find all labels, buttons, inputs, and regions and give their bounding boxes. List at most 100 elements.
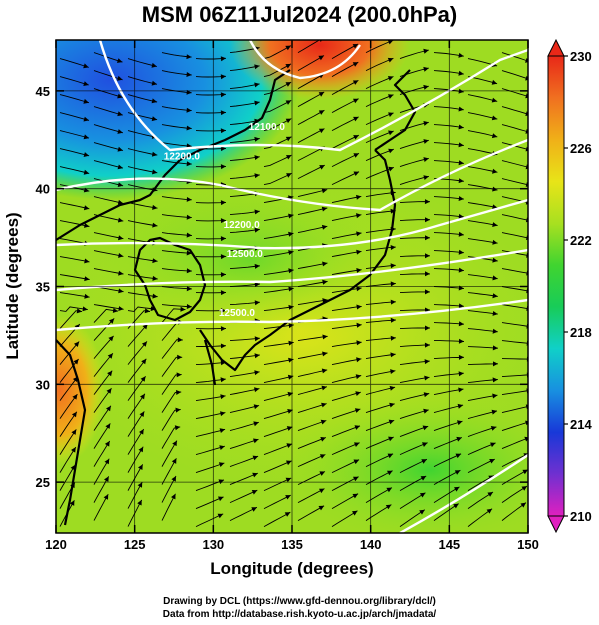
streamline-arrow	[352, 80, 359, 85]
streamline-arrow	[458, 213, 464, 219]
streamline	[229, 506, 258, 522]
x-tick-label: 125	[124, 537, 146, 552]
streamline-arrow	[104, 458, 110, 465]
colorbar-tick-label: 230	[570, 49, 592, 64]
streamline-arrow	[84, 276, 90, 282]
streamline	[195, 165, 227, 168]
streamline-arrow	[490, 426, 497, 431]
streamline-arrow	[139, 429, 144, 435]
streamline-arrow	[220, 360, 226, 366]
streamline-arrow	[104, 441, 110, 447]
streamline-arrow	[186, 72, 192, 77]
streamline-arrow	[526, 252, 528, 258]
streamline-arrow	[425, 325, 430, 331]
streamline-arrow	[152, 204, 158, 210]
streamline-arrow	[84, 293, 90, 299]
streamline-arrow	[491, 133, 498, 139]
streamline-arrow	[186, 304, 192, 309]
streamline	[331, 305, 362, 312]
streamline-arrow	[176, 390, 182, 395]
streamline-arrow	[526, 388, 528, 394]
streamline-arrow	[486, 508, 493, 514]
credits: Drawing by DCL (https://www.gfd-dennou.o…	[0, 595, 599, 621]
streamline-arrow	[220, 218, 226, 224]
streamline	[331, 425, 361, 438]
x-tick-label: 135	[281, 537, 303, 552]
streamline-arrow	[352, 62, 359, 67]
streamline-arrow	[117, 164, 123, 170]
y-tick-label: 45	[36, 84, 50, 99]
streamline-arrow	[220, 56, 226, 62]
streamline-arrow	[253, 404, 260, 410]
streamline	[263, 81, 292, 96]
streamline	[297, 164, 326, 180]
streamline-arrow	[526, 306, 528, 311]
streamline-arrow	[387, 40, 394, 45]
streamline-arrow	[492, 377, 498, 383]
streamline-arrow	[491, 409, 497, 415]
streamline-arrow	[352, 510, 358, 516]
streamline-arrow	[492, 311, 498, 316]
streamline-arrow	[423, 84, 429, 90]
streamline-arrow	[104, 476, 109, 482]
streamline	[501, 52, 528, 62]
streamline-arrow	[107, 370, 113, 377]
streamline-arrow	[319, 488, 325, 494]
streamline	[127, 220, 158, 227]
streamline-arrow	[285, 45, 291, 51]
streamline	[59, 411, 78, 437]
streamline	[331, 358, 362, 366]
streamline-arrow	[522, 469, 528, 475]
streamline-arrow	[83, 134, 89, 140]
colorbar-min-arrow	[547, 515, 565, 534]
streamline	[127, 341, 148, 365]
contour-label: 12100.0	[249, 122, 286, 133]
streamline-arrow	[492, 345, 498, 351]
contour-label: 12500.0	[219, 308, 256, 319]
streamline	[263, 172, 292, 186]
streamline-arrow	[457, 403, 464, 409]
streamline-arrow	[186, 286, 192, 292]
streamline-arrow	[71, 411, 77, 418]
streamline-arrow	[356, 194, 362, 200]
streamline	[161, 374, 182, 395]
streamline-arrow	[458, 106, 464, 112]
streamline	[127, 166, 158, 174]
chart-title: MSM 06Z11Jul2024 (200.0hPa)	[141, 2, 458, 27]
streamline-arrow	[318, 110, 325, 115]
streamline-arrow	[254, 173, 260, 179]
streamline-arrow	[454, 486, 460, 492]
streamline	[93, 440, 111, 467]
streamline-arrow	[421, 459, 427, 464]
x-tick-label: 145	[438, 537, 460, 552]
streamline	[297, 40, 321, 53]
streamline	[229, 438, 259, 450]
contour-label: 12200.0	[164, 151, 201, 162]
streamline	[399, 475, 427, 491]
streamline-arrow	[387, 57, 394, 63]
streamline-arrow	[144, 308, 150, 314]
streamline	[399, 175, 430, 186]
streamline-arrow	[356, 268, 362, 273]
streamline	[93, 353, 114, 377]
grid-lines	[56, 40, 528, 533]
streamline	[263, 154, 292, 168]
streamline-arrow	[356, 322, 362, 328]
streamline-arrow	[419, 509, 425, 515]
y-tick-label: 40	[36, 182, 50, 197]
streamline	[195, 378, 226, 384]
streamline-arrow	[152, 258, 158, 264]
streamline	[331, 171, 360, 186]
streamline-arrow	[220, 236, 226, 242]
streamline-arrow	[354, 408, 361, 413]
streamline-arrow	[458, 70, 464, 76]
streamline-arrow	[389, 385, 396, 391]
streamline-arrow	[388, 148, 394, 154]
streamline-arrow	[108, 335, 114, 342]
streamline	[297, 128, 325, 143]
streamline-arrow	[141, 341, 147, 347]
streamline-arrow	[388, 436, 394, 442]
streamline-arrow	[138, 446, 144, 453]
streamline-arrow	[118, 235, 124, 241]
